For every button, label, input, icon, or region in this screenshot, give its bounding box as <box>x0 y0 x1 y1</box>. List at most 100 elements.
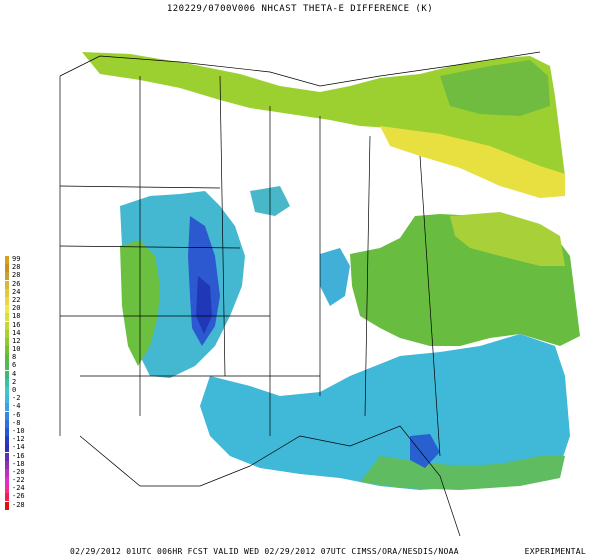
legend-swatch <box>5 427 9 436</box>
legend-swatch <box>5 468 9 477</box>
legend-label: 4 <box>12 369 17 378</box>
legend-row: 6 <box>2 361 28 371</box>
legend-swatch <box>5 313 9 322</box>
legend-swatch <box>5 329 9 338</box>
legend-swatch <box>5 346 9 355</box>
legend-swatch <box>5 354 9 363</box>
legend-row: 4 <box>2 369 28 379</box>
east-yellow-green <box>450 212 565 266</box>
legend-label: 0 <box>12 386 17 394</box>
legend-swatch <box>5 321 9 330</box>
legend-swatch <box>5 296 9 305</box>
legend-swatch <box>5 280 9 289</box>
legend-swatch <box>5 452 9 461</box>
legend-label: -10 <box>12 426 25 435</box>
southeast-field <box>200 334 570 490</box>
legend-label: -2 <box>12 394 21 403</box>
legend-row: -14 <box>2 443 28 453</box>
legend-row: 20 <box>2 304 28 314</box>
legend-label: -8 <box>12 418 21 427</box>
legend-label: 24 <box>12 287 21 296</box>
legend-swatch <box>5 305 9 314</box>
legend-swatch <box>5 387 9 395</box>
florida-deepblue <box>410 434 440 468</box>
legend-row: 10 <box>2 345 28 355</box>
legend-label: 22 <box>12 295 21 304</box>
legend-swatch <box>5 370 9 379</box>
legend-row: -16 <box>2 452 28 461</box>
legend-swatch <box>5 493 9 502</box>
legend-row: -12 <box>2 435 28 445</box>
north-band-green <box>440 60 550 116</box>
legend-label: -6 <box>12 410 21 419</box>
legend-label: 18 <box>12 312 21 321</box>
theta-e-map <box>59 51 580 537</box>
legend-label: -22 <box>12 476 25 485</box>
legend-row: -26 <box>2 492 28 502</box>
borders <box>59 51 541 537</box>
legend-row: -20 <box>2 467 28 477</box>
legend-label: -26 <box>12 492 25 501</box>
legend-label: 28 <box>12 271 21 280</box>
legend-row: 28 <box>2 271 28 281</box>
legend-row: 0 <box>2 386 28 395</box>
legend-swatch <box>5 264 9 273</box>
legend-row: 99 <box>2 255 28 264</box>
plains-darkblue <box>196 276 212 334</box>
legend-row: -28 <box>2 500 28 510</box>
legend-swatch <box>5 436 9 445</box>
legend-row: -24 <box>2 484 28 494</box>
legend-row: 28 <box>2 263 28 273</box>
legend-swatch <box>5 477 9 486</box>
legend-label: -4 <box>12 402 21 411</box>
legend-label: 12 <box>12 336 21 345</box>
legend-row: -10 <box>2 426 28 436</box>
legend-swatch <box>5 272 9 281</box>
legend-row: 12 <box>2 336 28 346</box>
legend-swatch <box>5 411 9 420</box>
legend-swatch <box>5 378 9 387</box>
legend-label: 28 <box>12 263 21 272</box>
legend-row: 16 <box>2 320 28 330</box>
legend-swatch <box>5 501 9 510</box>
legend-label: 14 <box>12 328 21 337</box>
color-legend: 99 28 28 26 24 22 20 18 16 14 12 10 8 6 4 2 0 -2 -4 -6 -8 -10… <box>2 255 28 510</box>
legend-swatch <box>5 362 9 371</box>
legend-row: 22 <box>2 295 28 305</box>
legend-row: 18 <box>2 312 28 322</box>
valid-time-text: 02/29/2012 01UTC 006HR FCST VALID WED 02… <box>70 547 459 556</box>
legend-swatch <box>5 403 9 412</box>
legend-swatch <box>5 485 9 494</box>
legend-label: 10 <box>12 345 21 354</box>
legend-label: 6 <box>12 361 17 370</box>
legend-label: -24 <box>12 484 25 493</box>
legend-row: -4 <box>2 402 28 412</box>
legend-swatch <box>5 419 9 428</box>
experimental-badge: EXPERIMENTAL <box>524 547 586 556</box>
legend-swatch <box>5 444 9 453</box>
legend-row: -2 <box>2 394 28 404</box>
central-patch <box>320 248 350 306</box>
legend-row: -18 <box>2 459 28 469</box>
legend-row: -6 <box>2 410 28 420</box>
legend-label: -12 <box>12 435 25 444</box>
southeast-green <box>360 456 565 490</box>
legend-label: -18 <box>12 459 25 468</box>
legend-row: 2 <box>2 377 28 387</box>
legend-label: 16 <box>12 320 21 329</box>
legend-label: -20 <box>12 467 25 476</box>
legend-label: 20 <box>12 304 21 313</box>
legend-label: 8 <box>12 353 17 362</box>
north-band-yellow <box>380 126 565 198</box>
legend-row: 14 <box>2 328 28 338</box>
legend-label: 2 <box>12 377 17 386</box>
legend-label: -28 <box>12 500 25 509</box>
legend-label: -14 <box>12 443 25 452</box>
legend-label: 99 <box>12 255 21 263</box>
legend-row: -8 <box>2 418 28 428</box>
legend-row: 24 <box>2 287 28 297</box>
legend-swatch <box>5 395 9 404</box>
legend-row: -22 <box>2 476 28 486</box>
legend-swatch <box>5 337 9 346</box>
legend-swatch <box>5 256 9 264</box>
